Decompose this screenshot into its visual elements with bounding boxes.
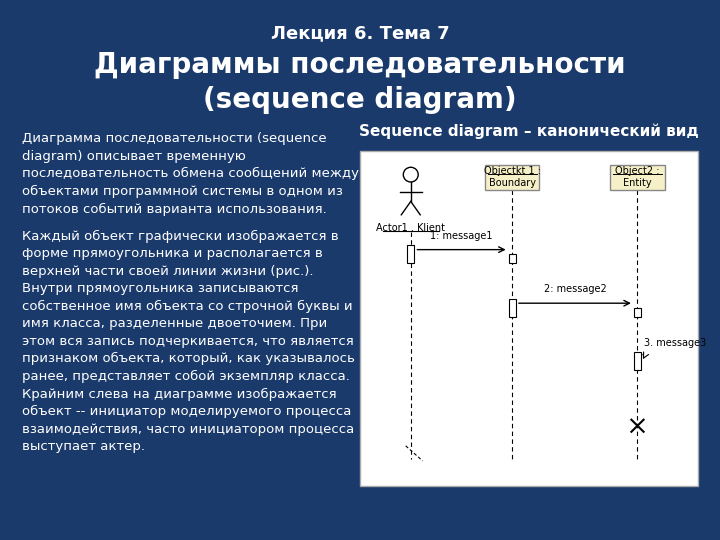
Bar: [407, 245, 415, 264]
Bar: [508, 254, 516, 264]
Text: 2: message2: 2: message2: [544, 285, 606, 294]
Text: Каждый объект графически изображается в
форме прямоугольника и располагается в
в: Каждый объект графически изображается в …: [22, 230, 354, 453]
Text: Диаграмма последовательности (sequence
diagram) описывает временную
последовател: Диаграмма последовательности (sequence d…: [22, 132, 359, 215]
Bar: [634, 352, 642, 370]
Bar: [508, 299, 516, 317]
Text: Диаграммы последовательности
(sequence diagram): Диаграммы последовательности (sequence d…: [94, 51, 626, 114]
Bar: [634, 308, 642, 317]
Text: Sequence diagram – канонический вид: Sequence diagram – канонический вид: [359, 124, 699, 139]
Text: Object2 :
Entity: Object2 : Entity: [615, 166, 660, 188]
Bar: [485, 165, 539, 190]
Text: Objectkt 1 :
Boundary: Objectkt 1 : Boundary: [484, 166, 541, 188]
Text: Лекция 6. Тема 7: Лекция 6. Тема 7: [271, 24, 449, 42]
Text: Actor1 . Klient: Actor1 . Klient: [377, 223, 445, 233]
Text: 1: message1: 1: message1: [431, 231, 492, 241]
Bar: [611, 165, 665, 190]
FancyBboxPatch shape: [360, 151, 698, 486]
Text: 3. message3: 3. message3: [644, 338, 706, 348]
